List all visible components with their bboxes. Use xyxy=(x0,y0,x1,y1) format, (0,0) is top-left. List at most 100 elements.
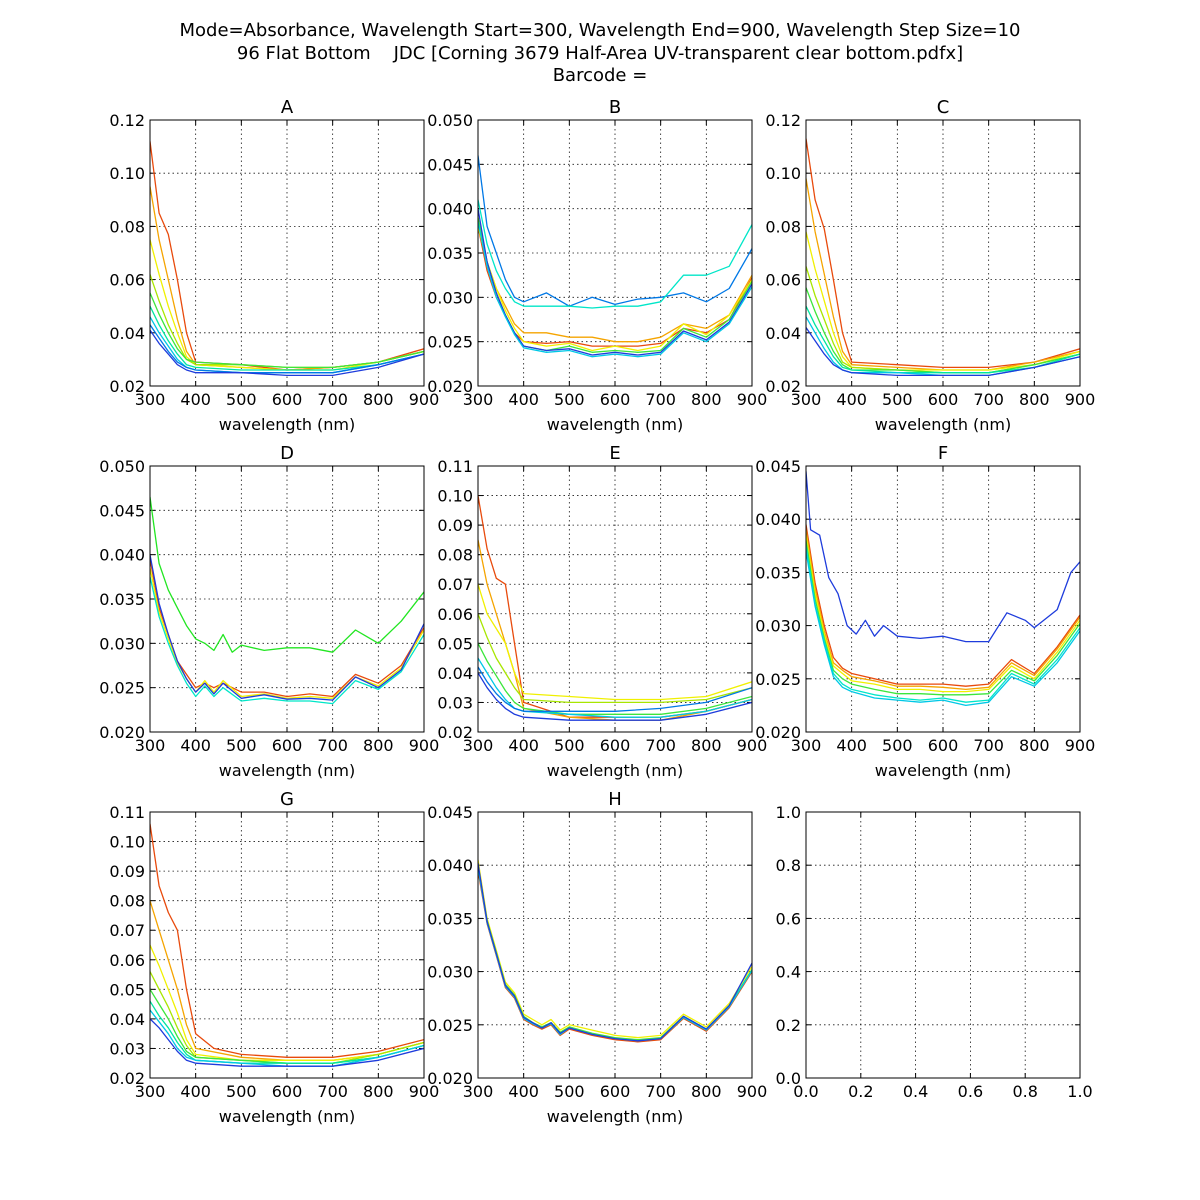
series-line-6 xyxy=(806,305,1080,374)
series-line-5 xyxy=(150,554,424,701)
x-tick-label: 800 xyxy=(363,390,394,409)
y-tick-label: 0.025 xyxy=(755,670,801,689)
plot-frame xyxy=(149,465,425,733)
y-tick-label: 0.04 xyxy=(437,664,473,683)
x-tick-label: 700 xyxy=(317,736,348,755)
x-tick-label: 900 xyxy=(1065,736,1096,755)
x-tick-label: 600 xyxy=(272,736,303,755)
plot-frame xyxy=(477,465,753,733)
x-tick-label: 0.8 xyxy=(1012,1082,1037,1101)
y-tick-label: 0.025 xyxy=(427,1016,473,1035)
x-tick-label: 500 xyxy=(226,1082,257,1101)
y-tick-label: 0.08 xyxy=(109,217,145,236)
y-tick-label: 0.035 xyxy=(755,563,801,582)
x-tick-label: 800 xyxy=(1019,390,1050,409)
x-tick-label: 500 xyxy=(226,390,257,409)
y-tick-label: 0.035 xyxy=(427,244,473,263)
x-tick-label: 0.0 xyxy=(793,1082,818,1101)
x-tick-label: 300 xyxy=(135,1082,166,1101)
x-tick-label: 300 xyxy=(135,736,166,755)
series-line-9 xyxy=(150,329,424,377)
y-tick-label: 0.8 xyxy=(776,856,801,875)
y-tick-label: 0.06 xyxy=(437,605,473,624)
x-tick-label: 700 xyxy=(645,1082,676,1101)
series-group xyxy=(150,141,424,377)
series-line-3 xyxy=(806,529,1080,691)
series-line-8 xyxy=(150,324,424,374)
x-axis-label: wavelength (nm) xyxy=(219,415,356,434)
series-line-5 xyxy=(806,540,1080,696)
y-tick-label: 1.0 xyxy=(776,803,801,822)
subplot-d: 300 400 500 600 700 800 900 0.020 0.025 0.030 0.03… xyxy=(99,443,439,780)
series-line-1 xyxy=(478,155,752,307)
figure-title-line-3: Barcode = xyxy=(552,65,648,86)
y-tick-label: 0.040 xyxy=(755,510,801,529)
y-tick-label: 0.0 xyxy=(776,1069,801,1088)
x-tick-label: 800 xyxy=(363,736,394,755)
y-tick-label: 0.06 xyxy=(109,951,145,970)
x-tick-label: 600 xyxy=(600,390,631,409)
x-tick-label: 600 xyxy=(928,390,959,409)
y-tick-label: 0.11 xyxy=(437,457,473,476)
y-tick-label: 0.050 xyxy=(427,111,473,130)
x-tick-label: 500 xyxy=(554,736,585,755)
y-tick-label: 0.02 xyxy=(437,723,473,742)
series-line-2 xyxy=(478,199,752,309)
series-line-4 xyxy=(478,613,752,704)
subplot-title: F xyxy=(938,443,948,464)
y-tick-label: 0.030 xyxy=(755,617,801,636)
y-tick-label: 0.030 xyxy=(427,288,473,307)
plot-frame xyxy=(477,119,753,387)
x-tick-label: 0.2 xyxy=(848,1082,873,1101)
x-axis-label: wavelength (nm) xyxy=(875,761,1012,780)
y-tick-label: 0.045 xyxy=(427,155,473,174)
y-tick-label: 0.10 xyxy=(109,833,145,852)
y-tick-label: 0.03 xyxy=(109,1039,145,1058)
subplot-c: 300 400 500 600 700 800 900 0.02 0.04 0.06 0.08 0.1… xyxy=(765,97,1095,434)
subplot-title: H xyxy=(608,789,622,810)
x-tick-label: 600 xyxy=(272,1082,303,1101)
x-tick-label: 700 xyxy=(317,390,348,409)
x-tick-label: 900 xyxy=(737,736,768,755)
y-tick-label: 0.10 xyxy=(437,487,473,506)
y-tick-label: 0.12 xyxy=(109,111,145,130)
y-tick-label: 0.025 xyxy=(99,679,145,698)
series-group xyxy=(478,859,752,1043)
y-tick-label: 0.10 xyxy=(765,164,801,183)
y-tick-label: 0.040 xyxy=(99,546,145,565)
x-tick-label: 300 xyxy=(463,1082,494,1101)
x-tick-label: 700 xyxy=(645,736,676,755)
x-tick-label: 700 xyxy=(317,1082,348,1101)
x-tick-label: 400 xyxy=(508,1082,539,1101)
series-line-6 xyxy=(150,305,424,371)
x-tick-label: 500 xyxy=(882,736,913,755)
y-tick-label: 0.035 xyxy=(427,909,473,928)
plot-frame xyxy=(805,465,1081,733)
subplot-title: D xyxy=(280,443,294,464)
x-tick-label: 500 xyxy=(882,390,913,409)
series-line-8 xyxy=(478,221,752,358)
series-line-3 xyxy=(478,870,752,1043)
subplot-title: E xyxy=(609,443,620,464)
x-tick-label: 0.4 xyxy=(903,1082,928,1101)
x-tick-label: 800 xyxy=(691,736,722,755)
y-tick-label: 0.020 xyxy=(99,723,145,742)
x-tick-label: 900 xyxy=(409,736,440,755)
x-tick-label: 300 xyxy=(463,390,494,409)
x-tick-label: 300 xyxy=(791,390,822,409)
subplot-e: 300 400 500 600 700 800 900 0.02 0.03 0.04 0.05 0.0… xyxy=(437,443,767,780)
x-tick-label: 400 xyxy=(836,390,867,409)
y-tick-label: 0.035 xyxy=(99,590,145,609)
y-tick-label: 0.07 xyxy=(437,575,473,594)
x-tick-label: 900 xyxy=(409,1082,440,1101)
series-line-5 xyxy=(478,863,752,1042)
x-axis-label: wavelength (nm) xyxy=(875,415,1012,434)
y-tick-label: 0.11 xyxy=(109,803,145,822)
series-group xyxy=(806,138,1080,377)
plot-frame xyxy=(149,811,425,1079)
series-line-5 xyxy=(478,226,752,352)
y-tick-label: 0.025 xyxy=(427,333,473,352)
series-line-1 xyxy=(150,496,424,653)
x-tick-label: 700 xyxy=(973,390,1004,409)
